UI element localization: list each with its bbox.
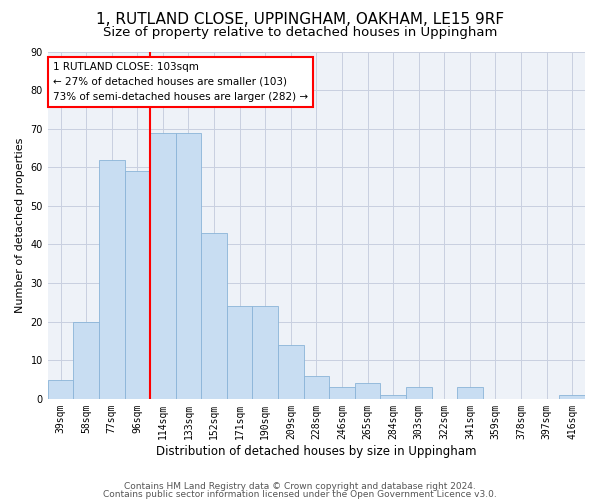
X-axis label: Distribution of detached houses by size in Uppingham: Distribution of detached houses by size … — [156, 444, 476, 458]
Y-axis label: Number of detached properties: Number of detached properties — [15, 138, 25, 313]
Bar — [406, 388, 431, 399]
Bar — [201, 233, 227, 399]
Bar — [99, 160, 125, 399]
Text: Size of property relative to detached houses in Uppingham: Size of property relative to detached ho… — [103, 26, 497, 39]
Bar — [329, 388, 355, 399]
Bar — [48, 380, 73, 399]
Bar — [150, 132, 176, 399]
Bar — [253, 306, 278, 399]
Bar — [73, 322, 99, 399]
Bar — [278, 345, 304, 399]
Bar — [559, 395, 585, 399]
Text: 1, RUTLAND CLOSE, UPPINGHAM, OAKHAM, LE15 9RF: 1, RUTLAND CLOSE, UPPINGHAM, OAKHAM, LE1… — [96, 12, 504, 28]
Bar — [380, 395, 406, 399]
Bar — [227, 306, 253, 399]
Bar — [355, 384, 380, 399]
Bar — [304, 376, 329, 399]
Text: Contains HM Land Registry data © Crown copyright and database right 2024.: Contains HM Land Registry data © Crown c… — [124, 482, 476, 491]
Bar — [176, 132, 201, 399]
Text: 1 RUTLAND CLOSE: 103sqm
← 27% of detached houses are smaller (103)
73% of semi-d: 1 RUTLAND CLOSE: 103sqm ← 27% of detache… — [53, 62, 308, 102]
Text: Contains public sector information licensed under the Open Government Licence v3: Contains public sector information licen… — [103, 490, 497, 499]
Bar — [457, 388, 482, 399]
Bar — [125, 171, 150, 399]
